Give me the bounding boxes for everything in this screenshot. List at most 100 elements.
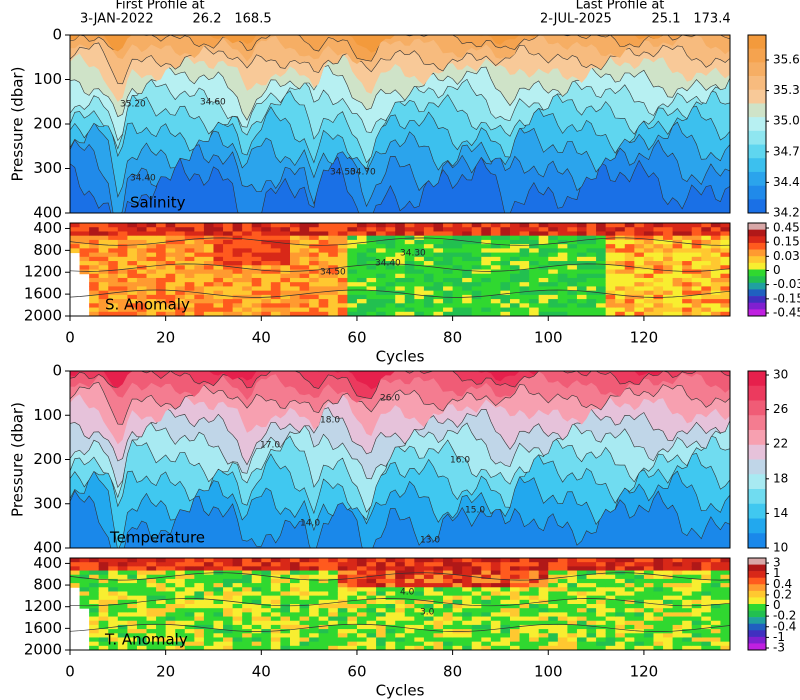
anomaly-cell	[213, 629, 224, 634]
anomaly-cell	[557, 269, 568, 275]
anomaly-cell	[663, 641, 674, 647]
anomaly-cell	[720, 290, 730, 296]
anomaly-cell	[395, 604, 406, 609]
anomaly-cell	[366, 239, 377, 245]
anomaly-cell	[510, 641, 521, 647]
anomaly-cell	[414, 294, 425, 300]
contour-line	[70, 263, 730, 272]
anomaly-cell	[624, 629, 635, 634]
anomaly-cell	[136, 294, 148, 300]
anomaly-cell	[175, 235, 186, 241]
anomaly-cell	[643, 227, 654, 232]
anomaly-cell	[356, 612, 368, 618]
anomaly-cell	[557, 637, 568, 643]
anomaly-cell	[194, 235, 205, 241]
anomaly-cell	[117, 227, 128, 232]
anomaly-cell	[146, 265, 157, 270]
anomaly-cell	[366, 562, 377, 567]
anomaly-cell	[663, 620, 674, 626]
anomaly-cell	[529, 235, 540, 241]
anomaly-cell	[414, 223, 425, 228]
anomaly-cell	[471, 637, 482, 643]
anomaly-cell	[548, 562, 559, 567]
anomaly-cell	[328, 273, 339, 279]
anomaly-cell	[223, 616, 234, 622]
anomaly-cell	[213, 290, 224, 296]
anomaly-cell	[576, 307, 588, 313]
anomaly-cell	[423, 290, 434, 296]
anomaly-cell	[567, 641, 578, 647]
anomaly-cell	[452, 604, 463, 609]
anomaly-cell	[175, 223, 186, 228]
anomaly-cell	[270, 637, 281, 643]
anomaly-cell	[146, 562, 157, 567]
anomaly-cell	[404, 311, 415, 316]
anomaly-cell	[624, 294, 635, 300]
anomaly-cell	[242, 223, 253, 228]
colorbar-cell	[748, 610, 766, 618]
anomaly-cell	[89, 252, 100, 258]
anomaly-cell	[653, 290, 664, 296]
anomaly-cell	[653, 583, 664, 588]
anomaly-cell	[643, 641, 654, 647]
anomaly-cell	[481, 620, 492, 626]
anomaly-cell	[414, 286, 425, 292]
anomaly-cell	[433, 574, 444, 580]
anomaly-cell	[184, 269, 195, 275]
anomaly-cell	[175, 239, 186, 245]
anomaly-cell	[710, 261, 721, 266]
anomaly-cell	[395, 578, 406, 584]
anomaly-cell	[500, 570, 511, 576]
anomaly-cell	[242, 587, 253, 592]
colorbar-label: 14	[773, 506, 788, 520]
anomaly-cell	[634, 307, 645, 313]
anomaly-cell	[433, 566, 444, 572]
anomaly-cell	[203, 583, 214, 588]
anomaly-cell	[261, 616, 272, 622]
anomaly-cell	[653, 277, 664, 283]
anomaly-cell	[251, 311, 262, 316]
anomaly-cell	[682, 261, 693, 266]
anomaly-cell	[605, 269, 616, 275]
anomaly-cell	[720, 595, 730, 601]
anomaly-cell	[682, 595, 693, 601]
anomaly-cell	[490, 277, 501, 283]
anomaly-cell	[490, 265, 501, 270]
anomaly-cell	[309, 248, 320, 254]
anomaly-cell	[242, 624, 253, 630]
anomaly-cell	[184, 277, 195, 283]
anomaly-cell	[366, 558, 377, 563]
anomaly-cell	[328, 294, 339, 300]
anomaly-cell	[643, 566, 654, 572]
anomaly-cell	[98, 641, 109, 647]
anomaly-cell	[682, 604, 693, 609]
anomaly-cell	[203, 566, 214, 572]
anomaly-cell	[290, 574, 301, 580]
anomaly-cell	[510, 629, 521, 634]
anomaly-cell	[385, 286, 396, 292]
anomaly-cell	[433, 244, 444, 249]
anomaly-cell	[548, 616, 559, 622]
anomaly-cell	[404, 604, 415, 609]
anomaly-cell	[510, 599, 521, 605]
anomaly-cell	[232, 629, 243, 634]
anomaly-cell	[701, 633, 712, 638]
anomaly-cell	[634, 583, 645, 588]
anomaly-cell	[280, 574, 291, 580]
anomaly-cell	[337, 574, 348, 580]
anomaly-cell	[328, 599, 339, 605]
anomaly-cell	[165, 587, 176, 592]
anomaly-cell	[404, 637, 415, 643]
anomaly-cell	[280, 269, 291, 275]
anomaly-cell	[356, 608, 368, 613]
anomaly-cell	[691, 290, 702, 296]
anomaly-cell	[624, 269, 635, 275]
anomaly-cell	[490, 256, 501, 262]
anomaly-cell	[356, 223, 368, 228]
anomaly-cell	[309, 608, 320, 613]
anomaly-cell	[500, 227, 511, 232]
anomaly-cell	[452, 620, 463, 626]
anomaly-cell	[127, 239, 138, 245]
anomaly-cell	[385, 261, 396, 266]
anomaly-cell	[156, 599, 167, 605]
